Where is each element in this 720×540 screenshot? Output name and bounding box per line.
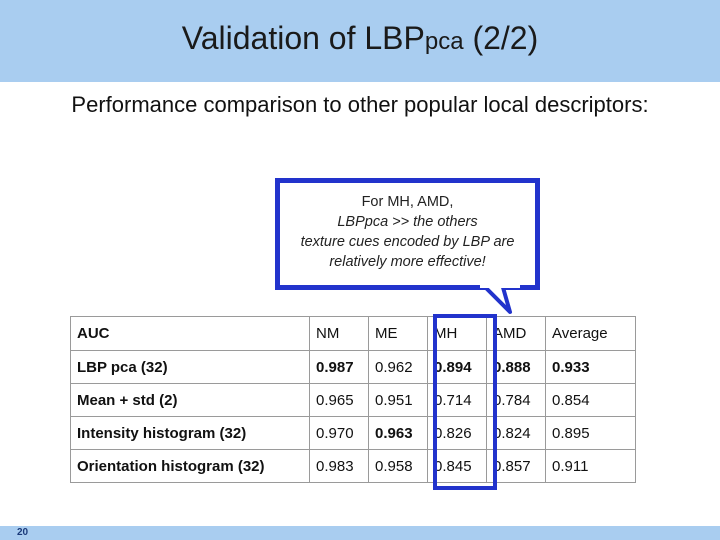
table-cell: 0.854 (545, 383, 636, 417)
callout-box: For MH, AMD, LBPpca >> the others textur… (275, 178, 540, 290)
slide-title: Validation of LBPpca (2/2) (0, 20, 720, 57)
row-label: LBP pca (32) (70, 350, 310, 384)
callout-line-4: relatively more effective! (329, 254, 486, 270)
table-cell: 0.894 (427, 350, 487, 384)
callout-line-1: For MH, AMD, (361, 194, 454, 210)
page-number: 20 (17, 527, 29, 538)
table-cell: 0.987 (309, 350, 369, 384)
row-label: Orientation histogram (32) (70, 449, 310, 483)
table-cell: 0.983 (309, 449, 369, 483)
row-label: Intensity histogram (32) (70, 416, 310, 450)
table-cell: 0.963 (368, 416, 428, 450)
table-cell: 0.951 (368, 383, 428, 417)
table-cell: 0.933 (545, 350, 636, 384)
table-cell: 0.784 (486, 383, 546, 417)
table-header-row: AUC NM ME MH AMD Average (70, 316, 636, 351)
table-cell: 0.826 (427, 416, 487, 450)
table-header-cell: AUC (70, 316, 310, 351)
table-header-cell: NM (309, 316, 369, 351)
table-cell: 0.845 (427, 449, 487, 483)
auc-table: AUC NM ME MH AMD Average LBP pca (32) 0.… (70, 316, 636, 483)
callout-line-3: texture cues encoded by LBP are (300, 234, 515, 250)
table-cell: 0.895 (545, 416, 636, 450)
table-row: Mean + std (2) 0.965 0.951 0.714 0.784 0… (70, 383, 636, 417)
table-cell: 0.888 (486, 350, 546, 384)
table-cell: 0.962 (368, 350, 428, 384)
table-header-cell: Average (545, 316, 636, 351)
table-cell: 0.857 (486, 449, 546, 483)
table-cell: 0.824 (486, 416, 546, 450)
table-cell: 0.714 (427, 383, 487, 417)
table-cell: 0.958 (368, 449, 428, 483)
slide-subtitle: Performance comparison to other popular … (71, 92, 649, 117)
title-main: Validation of LBP (181, 20, 425, 56)
title-subscript: pca (424, 28, 464, 55)
row-label: Mean + std (2) (70, 383, 310, 417)
table-cell: 0.911 (545, 449, 636, 483)
title-suffix: (2/2) (463, 20, 539, 56)
table-cell: 0.970 (309, 416, 369, 450)
table-row: Orientation histogram (32) 0.983 0.958 0… (70, 449, 636, 483)
callout-pointer (480, 284, 520, 314)
callout-line-2: LBPpca >> the others (337, 214, 478, 230)
table-header-cell: MH (427, 316, 487, 351)
table-row: LBP pca (32) 0.987 0.962 0.894 0.888 0.9… (70, 350, 636, 384)
header-bar (0, 0, 720, 82)
table-header-cell: ME (368, 316, 428, 351)
table-row: Intensity histogram (32) 0.970 0.963 0.8… (70, 416, 636, 450)
table-cell: 0.965 (309, 383, 369, 417)
footer-bar (0, 526, 720, 540)
table-header-cell: AMD (486, 316, 546, 351)
